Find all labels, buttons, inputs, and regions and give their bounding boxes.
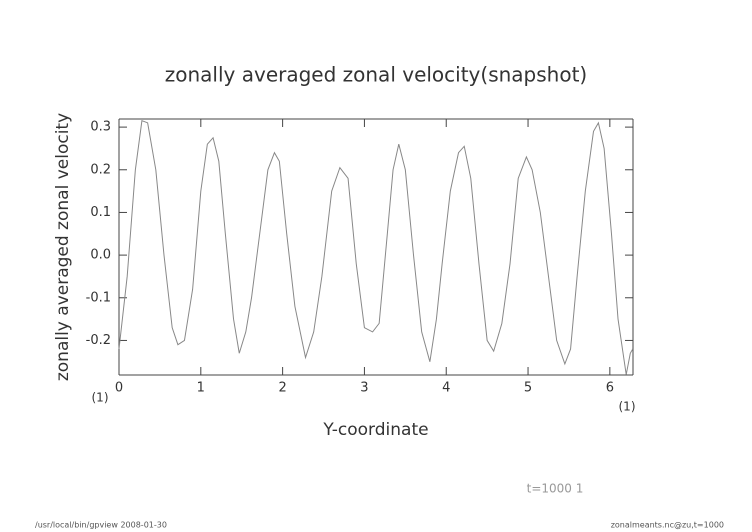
x-tick-label: 6 (606, 381, 614, 396)
x-tick-label: 2 (278, 381, 286, 396)
y-axis-label: zonally averaged zonal velocity (53, 113, 73, 381)
x-axis-label: Y-coordinate (322, 420, 428, 440)
x-tick-label: 5 (524, 381, 532, 396)
y-tick-label: 0.3 (90, 120, 111, 135)
footer-right: zonalmeants.nc@zu,t=1000 (611, 521, 724, 530)
x-tick-label: 4 (442, 381, 450, 396)
y-tick-label: -0.2 (86, 333, 111, 348)
x-tick-label: 0 (115, 381, 123, 396)
y-tick-label: 0.1 (90, 205, 111, 220)
plot-frame (118, 118, 634, 376)
x-unit-left: (1) (92, 391, 109, 405)
x-unit-right: (1) (619, 400, 636, 414)
y-tick-label: 0.2 (90, 162, 111, 177)
chart-title: zonally averaged zonal velocity(snapshot… (165, 63, 587, 87)
footer-left: /usr/local/bin/gpview 2008-01-30 (35, 521, 167, 530)
x-tick-label: 3 (360, 381, 368, 396)
y-tick-label: -0.1 (86, 290, 111, 305)
data-line (118, 120, 634, 375)
y-tick-label: 0.0 (90, 248, 111, 263)
x-tick-label: 1 (197, 381, 205, 396)
annotation: t=1000 1 (527, 482, 584, 496)
